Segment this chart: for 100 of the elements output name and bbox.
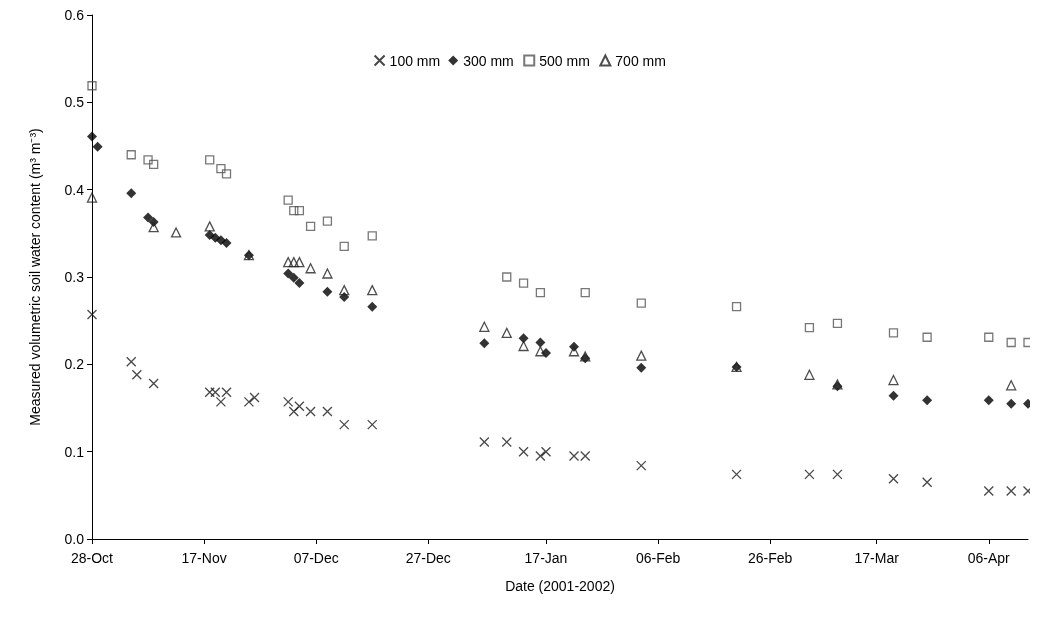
point: [501, 436, 512, 448]
x-tick-label: 28-Oct: [70, 550, 114, 566]
point: [339, 419, 350, 430]
legend-label: 300 mm: [463, 52, 514, 69]
point: [540, 446, 552, 457]
point: [367, 231, 377, 241]
point: [249, 392, 260, 403]
point: [86, 192, 98, 203]
x-tick-label: 27-Dec: [405, 550, 451, 566]
point: [283, 396, 294, 408]
point: [339, 284, 350, 296]
y-tick-label: 0.6: [64, 7, 85, 23]
point: [283, 268, 294, 279]
point: [479, 436, 490, 448]
point: [1006, 380, 1017, 391]
point: [289, 205, 299, 216]
y-axis-title: Measured volumetric soil water content (m³ m⁻³): [27, 128, 43, 426]
point: [922, 332, 932, 342]
point: [305, 221, 316, 231]
point: [87, 81, 97, 91]
point: [283, 195, 293, 205]
point: [288, 257, 299, 268]
point: [636, 298, 646, 308]
point: [216, 164, 226, 174]
point: [501, 327, 512, 339]
point: [170, 227, 182, 238]
point: [305, 263, 316, 274]
point: [294, 257, 305, 268]
point: [832, 469, 843, 480]
point: [367, 284, 378, 296]
point: [731, 469, 742, 480]
y-tick-label: 0.1: [64, 443, 85, 460]
point: [283, 257, 294, 268]
y-tick-label: 0.2: [64, 356, 85, 373]
point: [322, 268, 333, 279]
legend-label: 100 mm: [389, 52, 441, 69]
point: [518, 340, 529, 352]
point: [205, 155, 215, 165]
point: [339, 241, 349, 252]
point: [832, 318, 843, 328]
point: [221, 387, 232, 398]
point: [518, 446, 529, 457]
point: [535, 337, 546, 348]
y-tick-label: 0.0: [64, 531, 85, 547]
point: [502, 272, 512, 282]
point: [210, 387, 221, 398]
point: [888, 374, 899, 386]
point: [479, 338, 490, 349]
point: [143, 212, 154, 223]
point: [243, 396, 255, 408]
point: [1006, 337, 1016, 348]
x-tick-label: 17-Mar: [854, 550, 900, 566]
y-tick-label: 0.3: [64, 269, 85, 285]
point: [92, 141, 103, 152]
point: [636, 362, 647, 373]
point: [322, 406, 333, 417]
point: [294, 401, 305, 412]
point: [636, 460, 647, 471]
point: [126, 150, 136, 160]
point: [535, 450, 546, 462]
x-tick-label: 06-Feb: [635, 550, 681, 566]
point: [1006, 398, 1017, 409]
point: [215, 396, 227, 408]
point: [804, 469, 815, 480]
x-tick-label: 06-Apr: [967, 550, 1011, 566]
point: [983, 395, 994, 406]
point: [888, 473, 899, 484]
point: [1006, 485, 1017, 497]
point: [149, 159, 159, 169]
point: [518, 333, 529, 344]
point: [804, 323, 815, 333]
legend-label: 500 mm: [539, 52, 590, 69]
point: [288, 272, 299, 283]
point: [731, 302, 742, 312]
point: [126, 356, 137, 367]
point: [518, 278, 529, 288]
point: [288, 406, 299, 417]
x-tick-label: 07-Dec: [293, 550, 339, 566]
point: [479, 321, 490, 332]
point: [636, 350, 647, 361]
point: [143, 155, 153, 165]
point: [922, 395, 933, 406]
point: [322, 286, 333, 297]
point: [87, 131, 97, 142]
point: [204, 221, 215, 232]
x-tick-label: 17-Jan: [524, 550, 568, 566]
point: [86, 309, 98, 320]
point: [367, 301, 378, 312]
x-tick-label: 17-Nov: [181, 550, 227, 566]
point: [804, 369, 815, 380]
point: [367, 419, 378, 430]
point: [221, 237, 232, 248]
x-tick-label: 26-Feb: [748, 550, 793, 566]
point: [126, 188, 137, 199]
x-axis-title: Date (2001-2002): [505, 578, 615, 594]
point: [131, 369, 142, 380]
y-tick-label: 0.5: [64, 94, 85, 111]
point: [921, 477, 933, 488]
point: [580, 450, 591, 462]
point: [568, 450, 580, 462]
